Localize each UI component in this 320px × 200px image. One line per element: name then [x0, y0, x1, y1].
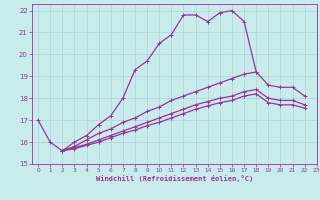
X-axis label: Windchill (Refroidissement éolien,°C): Windchill (Refroidissement éolien,°C) — [96, 175, 253, 182]
